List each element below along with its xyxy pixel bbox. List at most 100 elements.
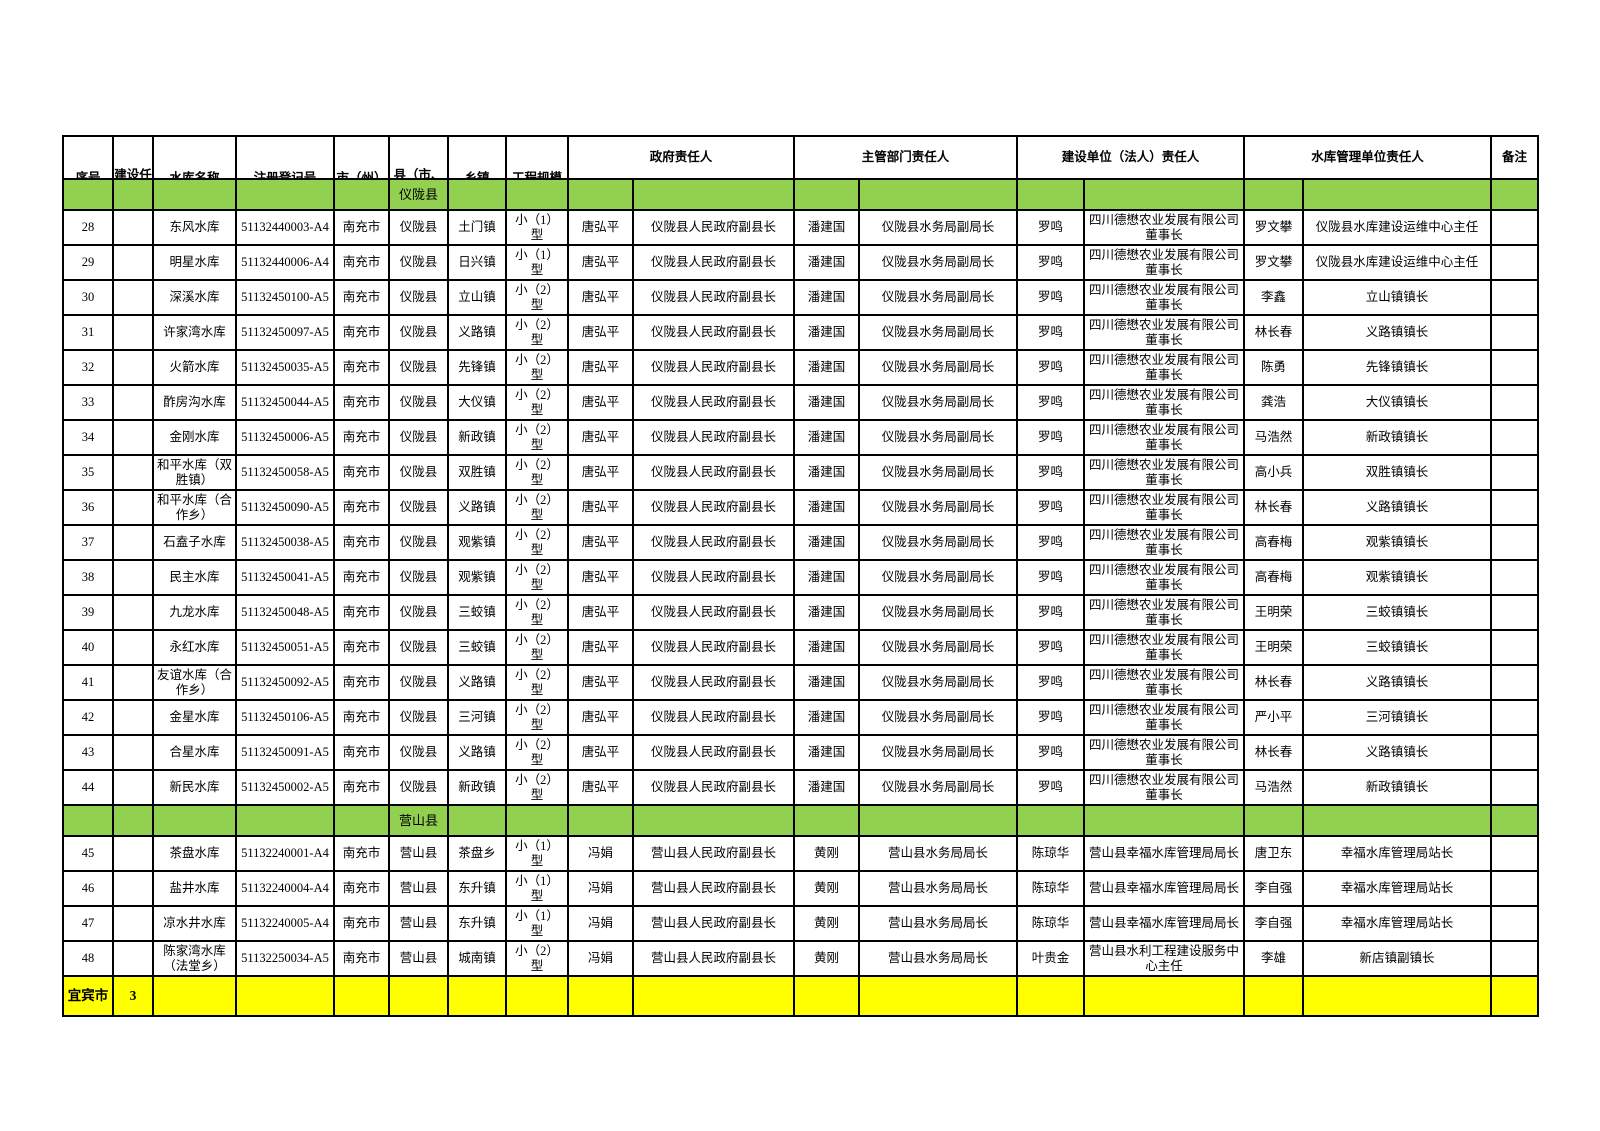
section-cell xyxy=(1083,178,1246,211)
cell-gov-title: 仪陇县人民政府副县长 xyxy=(631,734,796,771)
cell-mgmt-title: 三河镇镇长 xyxy=(1302,699,1493,736)
cell-reservoir-name: 盐井水库 xyxy=(152,870,237,907)
table-row: 46 盐井水库 51132240004-A4 南充市 营山县 东升镇 小（1）型… xyxy=(62,870,1540,907)
cell-dept-name: 潘建国 xyxy=(793,314,861,351)
cell-reservoir-name: 茶盘水库 xyxy=(152,835,237,872)
cell-seq: 44 xyxy=(62,769,114,806)
cell-remark xyxy=(1490,835,1540,872)
cell-city: 南充市 xyxy=(333,594,390,631)
table-row: 39 九龙水库 51132450048-A5 南充市 仪陇县 三蛟镇 小（2）型… xyxy=(62,594,1540,631)
cell-seq: 34 xyxy=(62,419,114,456)
cell-gov-title: 仪陇县人民政府副县长 xyxy=(631,489,796,526)
cell-project-scale: 小（2）型 xyxy=(505,279,569,316)
cell-gov-name: 唐弘平 xyxy=(567,594,634,631)
cell-gov-title: 仪陇县人民政府副县长 xyxy=(631,594,796,631)
section-cell xyxy=(152,804,237,837)
summary-cell xyxy=(1083,975,1246,1017)
cell-city: 南充市 xyxy=(333,870,390,907)
cell-seq: 40 xyxy=(62,629,114,666)
cell-gov-title: 仪陇县人民政府副县长 xyxy=(631,769,796,806)
cell-city: 南充市 xyxy=(333,905,390,942)
cell-builder-title: 四川德懋农业发展有限公司董事长 xyxy=(1083,489,1246,526)
cell-project-scale: 小（2）型 xyxy=(505,734,569,771)
cell-county: 仪陇县 xyxy=(388,769,449,806)
cell-project-scale: 小（2）型 xyxy=(505,699,569,736)
cell-registration-no: 51132440003-A4 xyxy=(235,209,335,246)
cell-mgmt-name: 罗文攀 xyxy=(1243,209,1305,246)
cell-mgmt-name: 王明荣 xyxy=(1243,629,1305,666)
table-row: 38 民主水库 51132450041-A5 南充市 仪陇县 观紫镇 小（2）型… xyxy=(62,559,1540,596)
cell-mgmt-title: 义路镇镇长 xyxy=(1302,734,1493,771)
cell-task xyxy=(112,454,154,491)
cell-dept-name: 潘建国 xyxy=(793,209,861,246)
cell-gov-name: 唐弘平 xyxy=(567,769,634,806)
cell-project-scale: 小（2）型 xyxy=(505,349,569,386)
cell-registration-no: 51132240004-A4 xyxy=(235,870,335,907)
cell-project-scale: 小（2）型 xyxy=(505,489,569,526)
cell-dept-name: 潘建国 xyxy=(793,244,861,281)
cell-dept-name: 潘建国 xyxy=(793,699,861,736)
cell-dept-name: 潘建国 xyxy=(793,559,861,596)
cell-seq: 43 xyxy=(62,734,114,771)
cell-town: 土门镇 xyxy=(447,209,507,246)
cell-dept-title: 营山县水务局局长 xyxy=(858,940,1019,977)
cell-project-scale: 小（1）型 xyxy=(505,244,569,281)
cell-town: 大仪镇 xyxy=(447,384,507,421)
cell-county: 仪陇县 xyxy=(388,244,449,281)
header-department-responsible: 主管部门责任人 xyxy=(793,135,1019,180)
cell-reservoir-name: 凉水井水库 xyxy=(152,905,237,942)
cell-seq: 37 xyxy=(62,524,114,561)
table-row: 35 和平水库（双胜镇） 51132450058-A5 南充市 仪陇县 双胜镇 … xyxy=(62,454,1540,491)
cell-task xyxy=(112,524,154,561)
cell-mgmt-name: 马浩然 xyxy=(1243,769,1305,806)
cell-task xyxy=(112,940,154,977)
cell-seq: 30 xyxy=(62,279,114,316)
cell-registration-no: 51132450051-A5 xyxy=(235,629,335,666)
cell-builder-name: 罗鸣 xyxy=(1016,734,1086,771)
cell-mgmt-name: 林长春 xyxy=(1243,664,1305,701)
section-cell xyxy=(333,178,390,211)
cell-gov-name: 唐弘平 xyxy=(567,489,634,526)
cell-mgmt-title: 双胜镇镇长 xyxy=(1302,454,1493,491)
header-seq: 序号 xyxy=(62,135,114,180)
cell-gov-name: 冯娟 xyxy=(567,940,634,977)
cell-mgmt-title: 先锋镇镇长 xyxy=(1302,349,1493,386)
cell-city: 南充市 xyxy=(333,454,390,491)
cell-task xyxy=(112,349,154,386)
header-remark: 备注 xyxy=(1490,135,1540,180)
cell-remark xyxy=(1490,419,1540,456)
cell-town: 茶盘乡 xyxy=(447,835,507,872)
cell-project-scale: 小（2）型 xyxy=(505,629,569,666)
cell-registration-no: 51132240001-A4 xyxy=(235,835,335,872)
cell-builder-name: 罗鸣 xyxy=(1016,664,1086,701)
cell-mgmt-name: 林长春 xyxy=(1243,489,1305,526)
cell-builder-name: 罗鸣 xyxy=(1016,244,1086,281)
cell-task xyxy=(112,314,154,351)
cell-dept-title: 仪陇县水务局副局长 xyxy=(858,209,1019,246)
header-task: 建设任务 xyxy=(112,135,154,180)
summary-cell xyxy=(333,975,390,1017)
cell-dept-title: 仪陇县水务局副局长 xyxy=(858,349,1019,386)
cell-builder-title: 四川德懋农业发展有限公司董事长 xyxy=(1083,244,1246,281)
cell-city: 南充市 xyxy=(333,699,390,736)
cell-registration-no: 51132440006-A4 xyxy=(235,244,335,281)
cell-project-scale: 小（1）型 xyxy=(505,905,569,942)
cell-project-scale: 小（2）型 xyxy=(505,384,569,421)
cell-reservoir-name: 和平水库（双胜镇） xyxy=(152,454,237,491)
section-cell xyxy=(235,178,335,211)
cell-builder-title: 四川德懋农业发展有限公司董事长 xyxy=(1083,419,1246,456)
section-county-label: 仪陇县 xyxy=(388,178,449,211)
section-cell xyxy=(567,804,634,837)
cell-gov-title: 仪陇县人民政府副县长 xyxy=(631,629,796,666)
cell-county: 仪陇县 xyxy=(388,559,449,596)
cell-town: 新政镇 xyxy=(447,419,507,456)
cell-dept-name: 潘建国 xyxy=(793,769,861,806)
cell-registration-no: 51132450106-A5 xyxy=(235,699,335,736)
cell-dept-name: 潘建国 xyxy=(793,524,861,561)
cell-project-scale: 小（2）型 xyxy=(505,769,569,806)
section-cell xyxy=(1302,804,1493,837)
table-row: 33 酢房沟水库 51132450044-A5 南充市 仪陇县 大仪镇 小（2）… xyxy=(62,384,1540,421)
cell-remark xyxy=(1490,870,1540,907)
cell-reservoir-name: 民主水库 xyxy=(152,559,237,596)
cell-remark xyxy=(1490,734,1540,771)
